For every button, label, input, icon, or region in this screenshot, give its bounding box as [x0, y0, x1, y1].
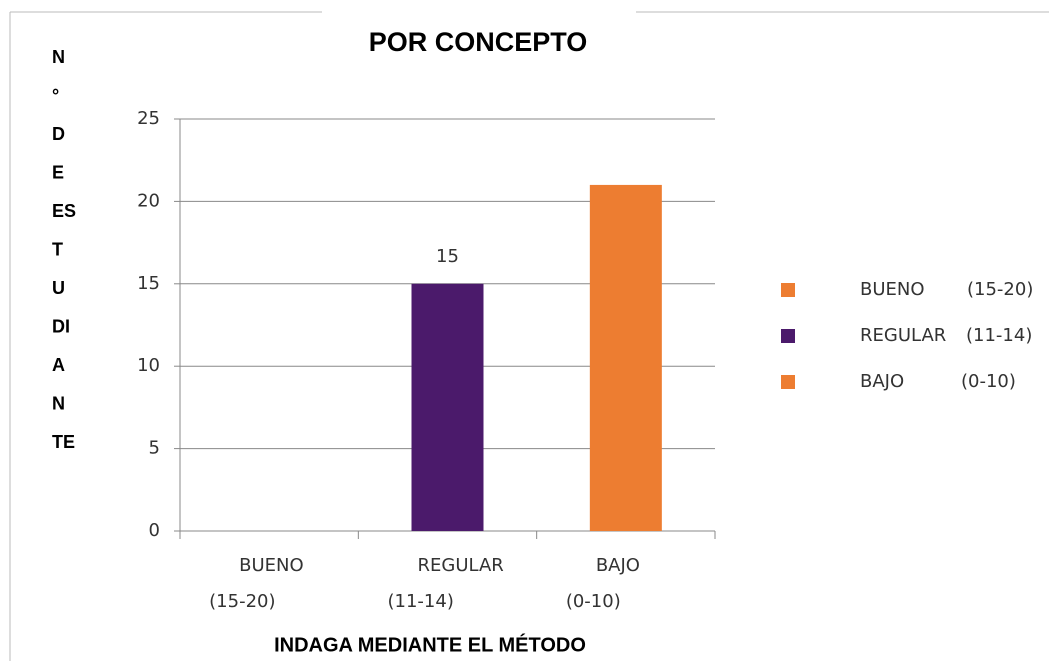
bar	[589, 184, 662, 532]
y-axis-label: U	[52, 278, 65, 298]
y-tick-label: 20	[137, 190, 160, 211]
y-tick-label: 5	[149, 438, 160, 459]
y-axis-label: D	[52, 124, 65, 144]
legend-swatch	[781, 329, 795, 343]
y-tick-label: 0	[149, 520, 160, 541]
legend-label: (15-20)	[967, 279, 1033, 300]
legend-swatch	[781, 375, 795, 389]
x-tick-label: REGULAR	[418, 555, 504, 576]
legend-label: (0-10)	[961, 371, 1016, 392]
y-axis-label: N	[52, 47, 65, 67]
legend-label: REGULAR	[860, 325, 946, 346]
x-tick-label: BUENO	[239, 555, 304, 576]
y-tick-label: 25	[137, 108, 160, 129]
y-axis-label: ES	[52, 201, 76, 221]
x-tick-label: BAJO	[596, 555, 640, 576]
legend-swatch	[781, 283, 795, 297]
y-axis-label: °	[52, 85, 59, 105]
legend-label: (11-14)	[966, 325, 1032, 346]
y-tick-label: 10	[137, 355, 160, 376]
y-axis-label: E	[52, 162, 64, 182]
x-tick-label: (11-14)	[388, 591, 454, 612]
y-tick-label: 15	[137, 273, 160, 294]
y-axis-label: DI	[52, 316, 70, 336]
legend-label: BUENO	[860, 279, 925, 300]
x-tick-label: (0-10)	[566, 591, 621, 612]
data-label: 15	[436, 246, 459, 267]
bar	[411, 283, 484, 531]
x-axis-label: INDAGA MEDIANTE EL MÉTODO	[274, 633, 586, 656]
chart-title: POR CONCEPTO	[369, 27, 588, 57]
y-axis-label: A	[52, 355, 65, 375]
y-axis-label: T	[52, 239, 63, 259]
y-axis-label: N	[52, 393, 65, 413]
legend-label: BAJO	[860, 371, 904, 392]
x-tick-label: (15-20)	[209, 591, 275, 612]
y-axis-label: TE	[52, 432, 75, 452]
